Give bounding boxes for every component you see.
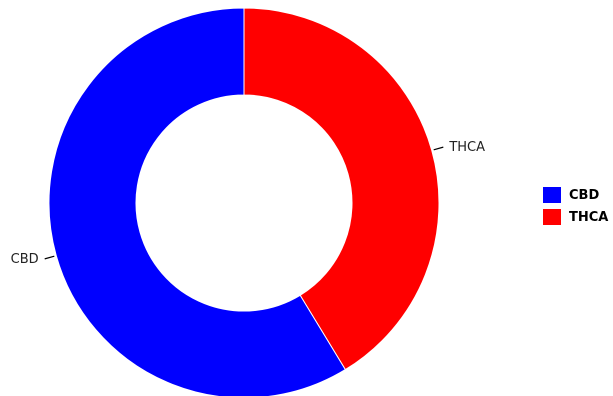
legend-label-cbd: CBD xyxy=(569,187,600,203)
donut-slices xyxy=(48,7,440,396)
slice-label-thca: THCA xyxy=(448,140,485,155)
slice-cbd[interactable] xyxy=(48,7,347,396)
slice-thca[interactable] xyxy=(243,7,440,371)
legend-item-thca[interactable]: THCA xyxy=(543,206,608,228)
slice-labels: THCA CBD xyxy=(11,140,485,267)
chart-legend: CBD THCA xyxy=(543,184,608,228)
leader-line-thca xyxy=(433,146,444,151)
legend-label-thca: THCA xyxy=(569,209,609,225)
legend-swatch-cbd xyxy=(543,187,561,203)
leader-line-cbd xyxy=(44,255,55,260)
legend-item-cbd[interactable]: CBD xyxy=(543,184,608,206)
slice-label-cbd: CBD xyxy=(11,252,39,267)
slice-label-lines xyxy=(44,146,444,260)
legend-swatch-thca xyxy=(543,209,561,225)
